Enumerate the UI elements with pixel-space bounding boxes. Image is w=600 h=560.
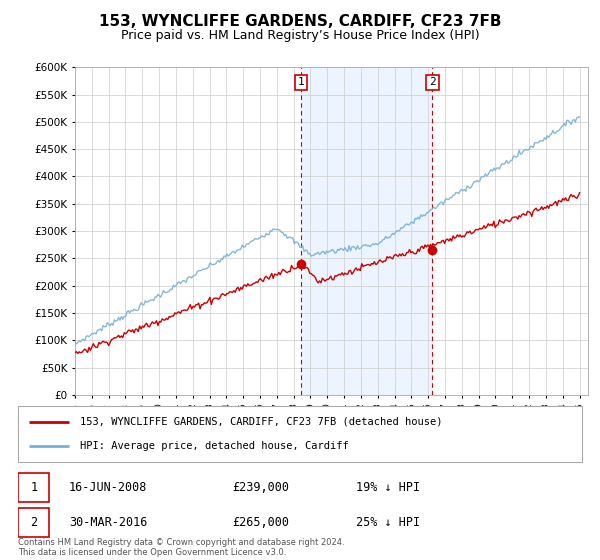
Text: 16-JUN-2008: 16-JUN-2008 bbox=[69, 480, 147, 494]
FancyBboxPatch shape bbox=[18, 473, 49, 502]
Text: 1: 1 bbox=[30, 480, 37, 494]
Text: 1: 1 bbox=[298, 77, 305, 87]
FancyBboxPatch shape bbox=[18, 507, 49, 536]
Text: Contains HM Land Registry data © Crown copyright and database right 2024.
This d: Contains HM Land Registry data © Crown c… bbox=[18, 538, 344, 557]
Text: 2: 2 bbox=[30, 516, 37, 529]
Text: Price paid vs. HM Land Registry’s House Price Index (HPI): Price paid vs. HM Land Registry’s House … bbox=[121, 29, 479, 42]
Text: 19% ↓ HPI: 19% ↓ HPI bbox=[356, 480, 421, 494]
Text: 153, WYNCLIFFE GARDENS, CARDIFF, CF23 7FB (detached house): 153, WYNCLIFFE GARDENS, CARDIFF, CF23 7F… bbox=[80, 417, 443, 427]
Text: 25% ↓ HPI: 25% ↓ HPI bbox=[356, 516, 421, 529]
Text: HPI: Average price, detached house, Cardiff: HPI: Average price, detached house, Card… bbox=[80, 441, 349, 451]
Bar bbox=[301, 67, 433, 395]
Text: £265,000: £265,000 bbox=[232, 516, 289, 529]
Text: £239,000: £239,000 bbox=[232, 480, 289, 494]
FancyBboxPatch shape bbox=[18, 406, 582, 462]
Text: 153, WYNCLIFFE GARDENS, CARDIFF, CF23 7FB: 153, WYNCLIFFE GARDENS, CARDIFF, CF23 7F… bbox=[99, 14, 501, 29]
Text: 30-MAR-2016: 30-MAR-2016 bbox=[69, 516, 147, 529]
Text: 2: 2 bbox=[429, 77, 436, 87]
